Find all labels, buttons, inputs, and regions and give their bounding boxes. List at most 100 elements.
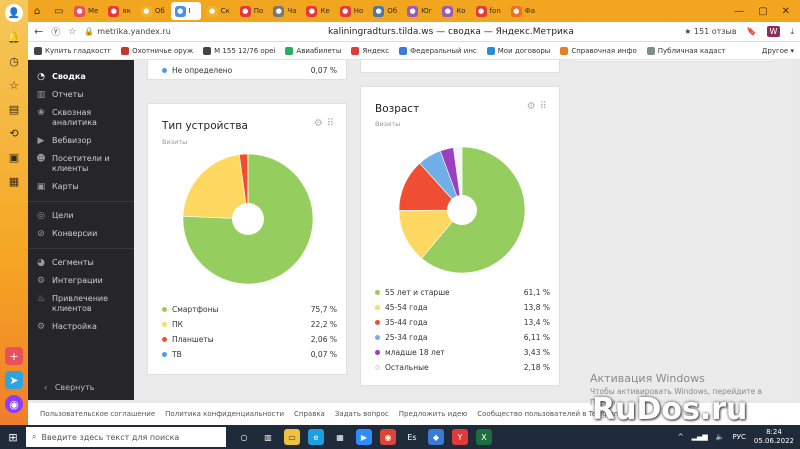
bookmark-item[interactable]: Авиабилеты bbox=[285, 46, 341, 55]
drag-handle-icon[interactable]: ⠿ bbox=[539, 101, 551, 112]
apps-grid-icon[interactable]: ▦ bbox=[8, 174, 20, 188]
footer-link[interactable]: Справка bbox=[294, 410, 325, 418]
browser-tab[interactable]: ● Но bbox=[336, 2, 368, 20]
legend-row[interactable]: Смартфоны 75,7 % bbox=[162, 302, 337, 317]
file-explorer-icon[interactable]: ▭ bbox=[284, 429, 300, 445]
bookmark-item[interactable]: М 155 12/76 ореі bbox=[203, 46, 275, 55]
footer-link[interactable]: Задать вопрос bbox=[334, 410, 389, 418]
footer-link[interactable]: Предложить идею bbox=[398, 410, 468, 418]
app-blue-icon[interactable]: ◆ bbox=[428, 429, 444, 445]
browser-tab[interactable]: ● Об bbox=[137, 2, 169, 20]
legend-row[interactable]: Планшеты 2,06 % bbox=[162, 332, 337, 347]
sidebar-item[interactable]: ☻ Посетители и клиенты bbox=[28, 150, 134, 178]
app-es-icon[interactable]: Es bbox=[407, 432, 417, 442]
network-icon[interactable]: ▂▄▆ bbox=[691, 433, 708, 441]
drag-handle-icon[interactable]: ⠿ bbox=[326, 118, 338, 129]
url-field[interactable]: 🔒 metrika.yandex.ru bbox=[84, 27, 170, 36]
bookmark-item[interactable]: Публичная кадаст bbox=[646, 46, 726, 55]
history-icon[interactable]: ⟲ bbox=[9, 126, 19, 140]
browser-tab[interactable]: ● Ск bbox=[203, 2, 234, 20]
sidebar-item[interactable]: ◕ Сегменты bbox=[28, 254, 134, 272]
folder-tab-icon[interactable]: ▭ bbox=[54, 5, 64, 17]
browser-tab[interactable]: ● як bbox=[104, 2, 134, 20]
yandex-browser-icon[interactable]: Y bbox=[452, 429, 468, 445]
legend-row[interactable]: ПК 22,2 % bbox=[162, 317, 337, 332]
video-icon[interactable]: ▣ bbox=[8, 150, 20, 164]
browser-tab[interactable]: ● Ме bbox=[70, 2, 102, 20]
browser-tab[interactable]: ● Ке bbox=[302, 2, 333, 20]
volume-icon[interactable]: 🔈 bbox=[715, 433, 725, 441]
pie-slice[interactable] bbox=[398, 162, 463, 211]
bookmark-item[interactable]: Федеральный инс bbox=[399, 46, 477, 55]
pie-slice[interactable] bbox=[453, 146, 463, 211]
extension-w-icon[interactable]: W bbox=[766, 26, 781, 37]
clock[interactable]: 8:24 05.06.2022 bbox=[754, 428, 794, 446]
windows-start-icon[interactable]: ⊞ bbox=[8, 430, 18, 444]
gear-icon[interactable]: ⚙ bbox=[526, 101, 540, 112]
bookmark-item[interactable]: Мои договоры bbox=[486, 46, 550, 55]
tray-chevron-icon[interactable]: ^ bbox=[677, 433, 684, 441]
browser-tab[interactable]: ● По bbox=[236, 2, 268, 20]
sidebar-item[interactable]: ▣ Карты bbox=[28, 178, 134, 196]
pie-slice[interactable] bbox=[398, 209, 463, 259]
browser-tab[interactable]: ● fon bbox=[472, 2, 505, 20]
notifications-icon[interactable]: 🔔 bbox=[7, 30, 21, 44]
sidebar-item[interactable]: ⊘ Конверсии bbox=[28, 225, 134, 243]
bookmark-item[interactable]: Справочная инфо bbox=[560, 46, 637, 55]
sidebar-item[interactable]: ♨ Привлечение клиентов bbox=[28, 290, 134, 318]
bookmark-item[interactable]: Охотничье оруж bbox=[121, 46, 193, 55]
favorites-icon[interactable]: ☆ bbox=[9, 78, 19, 92]
pie-slice[interactable] bbox=[182, 154, 249, 220]
alice-icon[interactable]: ◉ bbox=[5, 395, 23, 413]
bookmark-item[interactable]: Яндекс bbox=[351, 46, 389, 55]
gear-icon[interactable]: ⚙ bbox=[313, 118, 327, 129]
rating-badge[interactable]: ★ 151 отзыв bbox=[684, 27, 737, 36]
sidebar-item[interactable]: ❀ Сквозная аналитика bbox=[28, 104, 134, 132]
footer-link[interactable]: Сообщество пользователей в Telegram bbox=[477, 410, 621, 418]
excel-icon[interactable]: X bbox=[476, 429, 492, 445]
home-tab-icon[interactable]: ⌂ bbox=[34, 5, 41, 17]
legend-row[interactable]: ТВ 0,07 % bbox=[162, 347, 337, 362]
legend-row[interactable]: 45-54 года 13,8 % bbox=[375, 300, 550, 315]
widgets-icon[interactable]: ▥ bbox=[264, 432, 272, 442]
bookmark-item[interactable]: Купить гладкостг bbox=[34, 46, 111, 55]
store-icon[interactable]: ▦ bbox=[336, 432, 344, 442]
sidebar-item[interactable]: ▶ Вебвизор bbox=[28, 132, 134, 150]
sidebar-item[interactable]: ⚙ Настройка bbox=[28, 318, 134, 336]
add-panel-icon[interactable]: + bbox=[5, 347, 23, 365]
legend-row[interactable]: 55 лет и старше 61,1 % bbox=[375, 285, 550, 300]
profile-avatar[interactable]: 👤 bbox=[5, 4, 23, 22]
browser-tab[interactable]: ● Фа bbox=[507, 2, 539, 20]
legend-row[interactable]: 25-34 года 6,11 % bbox=[375, 330, 550, 345]
bookmark-page-icon[interactable]: 🔖 bbox=[746, 27, 757, 36]
telegram-icon[interactable]: ➤ bbox=[5, 371, 23, 389]
downloads-icon[interactable]: ⤓ bbox=[790, 26, 794, 36]
sidebar-item[interactable]: ▥ Отчеты bbox=[28, 86, 134, 104]
legend-row[interactable]: 35-44 года 13,4 % bbox=[375, 315, 550, 330]
edge-icon[interactable]: e bbox=[308, 429, 324, 445]
footer-link[interactable]: Пользовательское соглашение bbox=[40, 410, 156, 418]
task-view-icon[interactable]: ○ bbox=[240, 432, 248, 442]
chrome-icon[interactable]: ◉ bbox=[380, 429, 396, 445]
maximize-icon[interactable]: ▢ bbox=[758, 5, 768, 17]
browser-tab[interactable]: ● I bbox=[170, 2, 201, 20]
minimize-icon[interactable]: — bbox=[734, 5, 745, 17]
zoom-icon[interactable]: ▶ bbox=[356, 429, 372, 445]
collections-icon[interactable]: ▤ bbox=[8, 102, 20, 116]
sidebar-item[interactable]: ◎ Цели bbox=[28, 207, 134, 225]
clock-icon[interactable]: ◷ bbox=[9, 54, 19, 68]
browser-tab[interactable]: ● Об bbox=[369, 2, 401, 20]
footer-link[interactable]: Политика конфиденциальности bbox=[165, 410, 284, 418]
sidebar-item[interactable]: ◔ Сводка bbox=[28, 68, 134, 86]
language-indicator[interactable]: РУС bbox=[732, 433, 746, 441]
collapse-button[interactable]: ‹ Свернуть bbox=[28, 383, 134, 392]
back-icon[interactable]: ← bbox=[34, 25, 44, 38]
browser-tab[interactable]: ● Ко bbox=[438, 2, 469, 20]
browser-tab[interactable]: ● Юг bbox=[403, 2, 436, 20]
browser-tab[interactable]: ● Ча bbox=[269, 2, 300, 20]
bookmarks-other[interactable]: Другое ▾ bbox=[761, 46, 794, 55]
legend-row[interactable]: Остальные 2,18 % bbox=[375, 360, 550, 375]
taskbar-search[interactable]: ⌕ Введите здесь текст для поиска bbox=[26, 427, 226, 447]
yandex-logo-icon[interactable]: Ⓨ bbox=[51, 28, 61, 38]
bookmark-icon[interactable]: ☆ bbox=[68, 26, 77, 37]
